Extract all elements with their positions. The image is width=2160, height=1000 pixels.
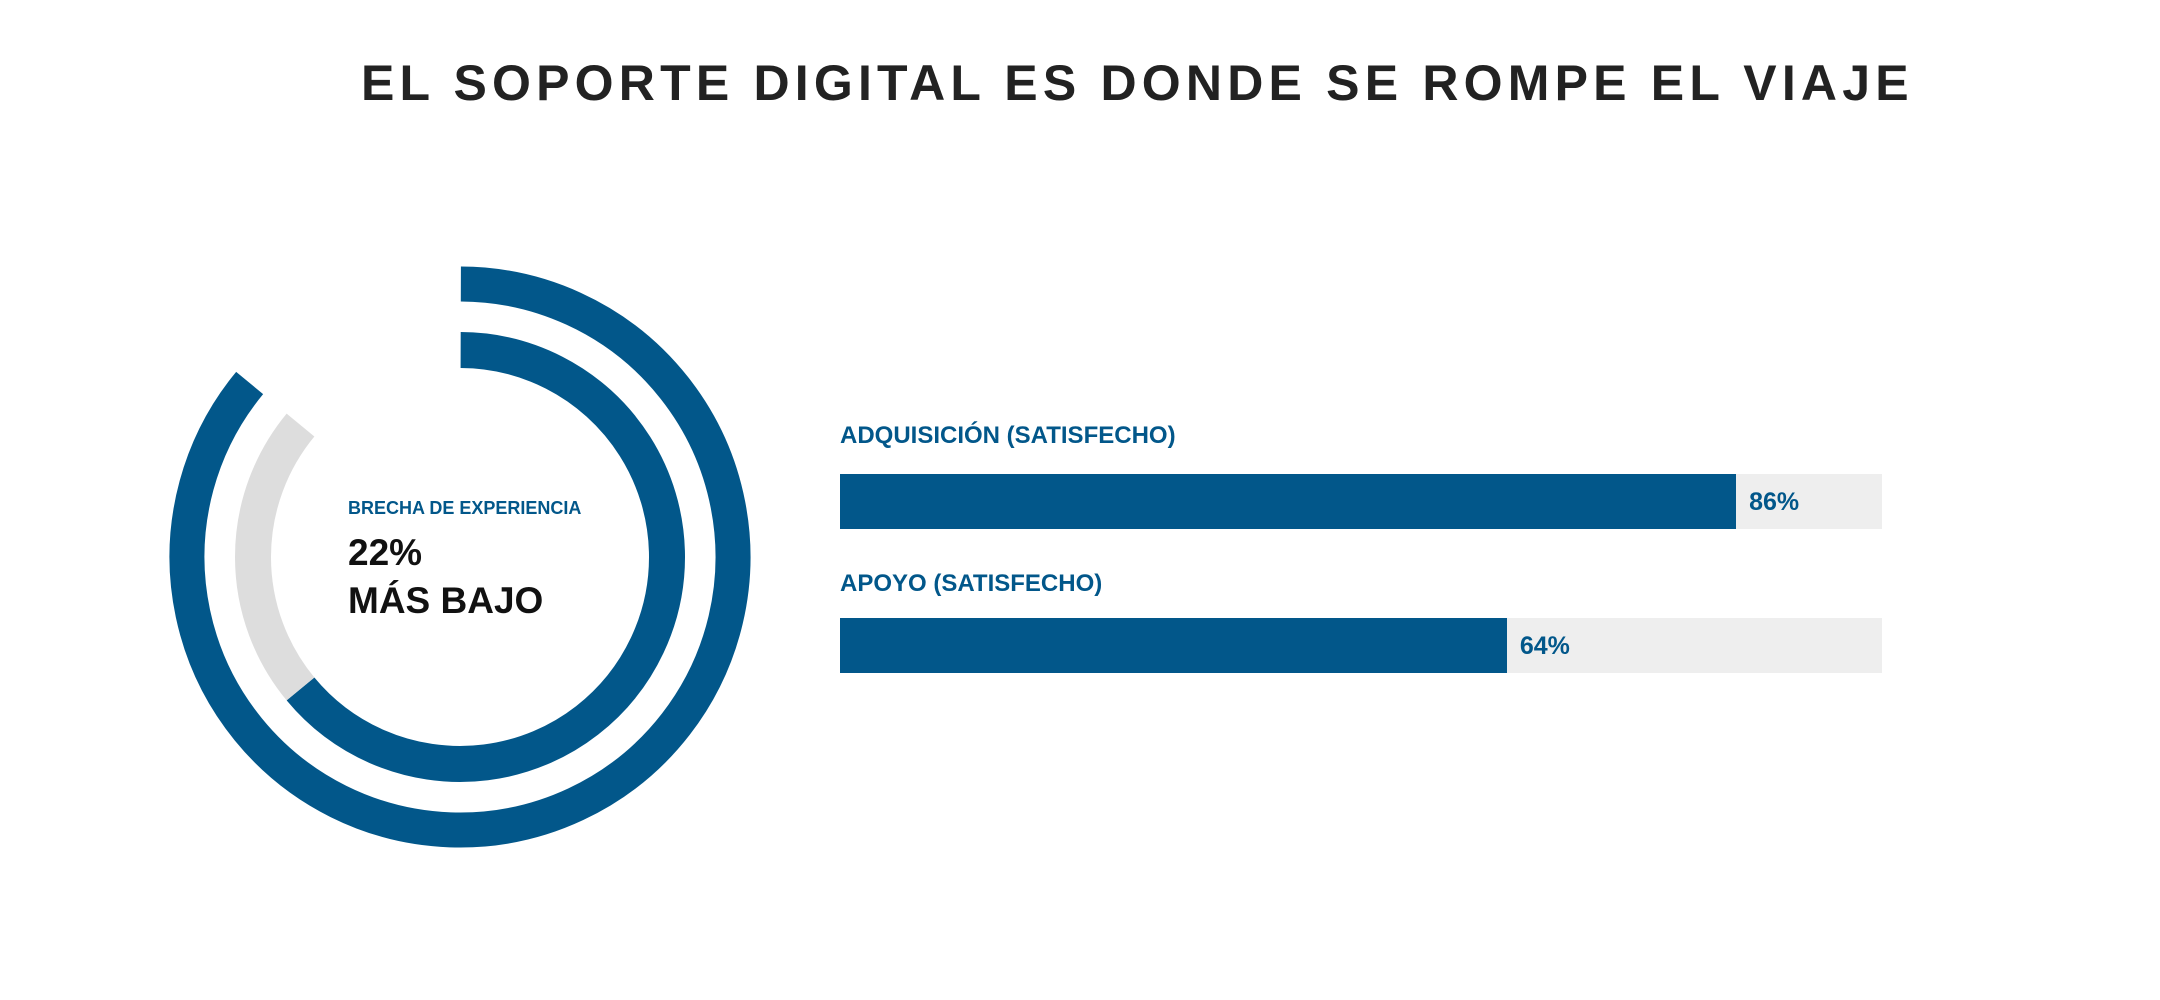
inner-ring-gap-arc bbox=[235, 413, 315, 701]
ring-center-value: 22% bbox=[348, 532, 423, 573]
bar-row-adquisicion: ADQUISICIÓN (SATISFECHO) 86% bbox=[840, 421, 1882, 529]
bar-category-label: APOYO (SATISFECHO) bbox=[840, 570, 1103, 597]
bar-track: 64% bbox=[840, 618, 1882, 673]
bar-value-label: 64% bbox=[1519, 632, 1570, 660]
bar-category-label: ADQUISICIÓN (SATISFECHO) bbox=[840, 422, 1176, 449]
inner-ring-arc bbox=[286, 332, 685, 782]
ring-center-subtext: MÁS BAJO bbox=[348, 580, 544, 621]
outer-ring-arc bbox=[169, 266, 751, 848]
page-title: EL SOPORTE DIGITAL ES DONDE SE ROMPE EL … bbox=[361, 55, 1914, 111]
bar-row-apoyo: APOYO (SATISFECHO) 64% bbox=[840, 569, 1882, 673]
ring-center-label: BRECHA DE EXPERIENCIA bbox=[348, 498, 582, 518]
bar-fill bbox=[840, 474, 1737, 529]
ring-center-text: BRECHA DE EXPERIENCIA 22% MÁS BAJO bbox=[348, 497, 581, 624]
bar-fill bbox=[840, 618, 1507, 673]
bar-track: 86% bbox=[840, 474, 1882, 529]
bar-value-label: 86% bbox=[1749, 488, 1800, 516]
